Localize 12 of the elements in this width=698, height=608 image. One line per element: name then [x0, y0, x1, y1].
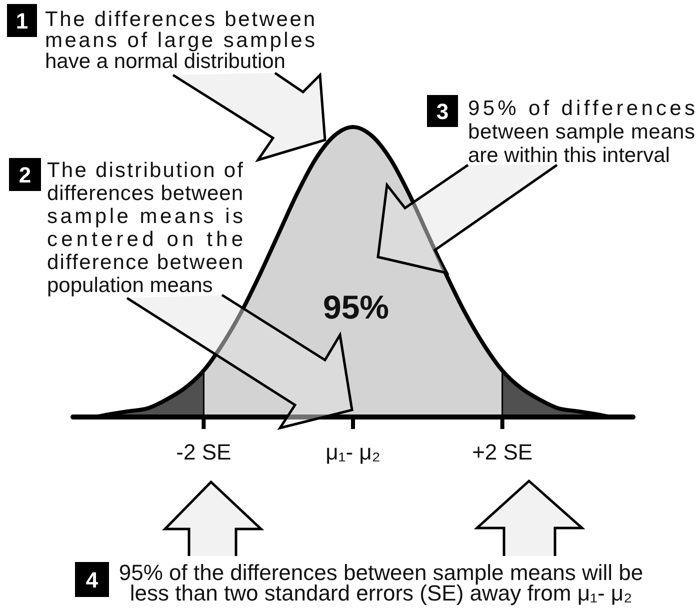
text: 4 [86, 567, 99, 592]
annotation: 95% [322, 288, 390, 326]
annotation: 95% of differences between sample means are within this interval [468, 97, 695, 167]
text: 3 [436, 98, 449, 124]
text: 95% of the differences between sample means will be less than two standard errors (SE) away from μ₁- μ₂ [118, 560, 644, 606]
text: The differences between means of large samples have a normal distribution [45, 8, 315, 73]
annotation: The distribution of differences between sample means is centered on the difference between population means [47, 159, 244, 297]
x-tick-label: +2 SE [472, 440, 533, 465]
text: 1 [16, 8, 28, 34]
x-tick-label: μ₁- μ₂ [326, 440, 380, 465]
x-tick-label: -2 SE [176, 440, 232, 465]
text: 2 [18, 162, 32, 188]
